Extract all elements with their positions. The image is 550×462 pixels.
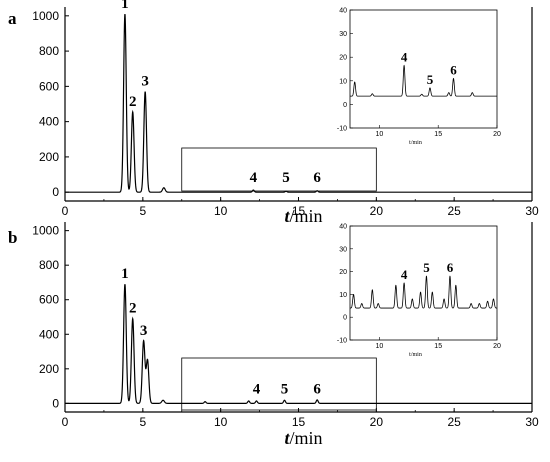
inset-chromatogram-line (350, 275, 497, 309)
x-axis-label: t/min (284, 428, 322, 448)
x-tick-label: 20 (370, 415, 384, 429)
y-tick-label: 400 (39, 115, 59, 129)
x-tick-label: 0 (62, 204, 69, 218)
inset-y-tick-label: 20 (339, 269, 347, 276)
x-tick-label: 25 (447, 204, 461, 218)
y-tick-label: 1000 (32, 9, 59, 23)
x-tick-label: 30 (525, 415, 539, 429)
inset-x-tick-label: 20 (493, 131, 501, 138)
inset-peak-label: 5 (423, 260, 430, 275)
y-tick-label: 600 (39, 293, 59, 307)
x-tick-label: 5 (139, 415, 146, 429)
inset-peak-label: 6 (450, 62, 457, 77)
peak-label: 1 (121, 266, 129, 282)
x-axis-label-unit: /min (290, 428, 323, 448)
x-tick-label: 15 (292, 415, 306, 429)
x-tick-label: 5 (139, 204, 146, 218)
inset-x-axis-label: t/min (409, 352, 422, 358)
peak-label: 4 (253, 381, 261, 397)
inset-y-tick-label: 30 (339, 246, 347, 253)
y-tick-label: 600 (39, 79, 59, 93)
x-tick-label: 0 (62, 415, 69, 429)
peak-label: 5 (281, 381, 289, 397)
inset-peak-label: 4 (401, 49, 408, 64)
y-tick-label: 1000 (32, 224, 59, 238)
panel-letter: a (8, 9, 17, 28)
inset-a: -10 0 10 20 30 40 10 15 20 t/min 4 5 6 (337, 8, 501, 147)
x-tick-label: 30 (525, 204, 539, 218)
peak-label: 2 (129, 301, 137, 317)
inset-y-tick-label: -10 (337, 338, 347, 345)
panel-letter: b (8, 228, 17, 247)
x-axis-label-unit: /min (290, 206, 323, 226)
peak-label: 6 (313, 170, 321, 186)
inset-b: -10 0 10 20 30 40 10 15 20 t/min 4 5 6 (337, 224, 501, 359)
y-tick-label: 800 (39, 44, 59, 58)
inset-frame (349, 225, 498, 341)
inset-y-tick-label: 40 (339, 8, 347, 15)
y-tick-label: 800 (39, 258, 59, 272)
inset-peak-label: 5 (427, 72, 434, 87)
x-tick-label: 20 (370, 204, 384, 218)
peak-label: 4 (250, 170, 258, 186)
inset-y-tick-label: 0 (343, 102, 347, 109)
inset-y-tick-label: 30 (339, 31, 347, 38)
y-tick-label: 400 (39, 327, 59, 341)
inset-y-tick-label: 10 (339, 78, 347, 85)
peak-label: 2 (129, 94, 137, 110)
chromatogram-line (65, 13, 532, 193)
inset-frame (349, 9, 498, 129)
inset-x-tick-label: 15 (434, 343, 442, 350)
inset-peak-label: 6 (447, 260, 454, 275)
x-tick-label: 10 (214, 204, 228, 218)
inset-chromatogram-line (350, 64, 497, 97)
y-tick-label: 200 (39, 150, 59, 164)
x-tick-label: 10 (214, 415, 228, 429)
inset-y-tick-label: 0 (343, 315, 347, 322)
inset-x-tick-label: 20 (493, 343, 501, 350)
inset-x-tick-label: 10 (376, 343, 384, 350)
chromatogram-line (65, 284, 532, 404)
x-axis-label-variable: t (284, 206, 290, 226)
inset-y-tick-label: 20 (339, 55, 347, 62)
y-tick-label: 0 (52, 396, 59, 410)
x-axis-label-variable: t (284, 428, 290, 448)
x-tick-label: 25 (447, 415, 461, 429)
inset-x-tick-label: 10 (376, 131, 384, 138)
inset-y-tick-label: 40 (339, 224, 347, 231)
inset-y-tick-label: -10 (337, 126, 347, 133)
peak-label: 6 (313, 381, 321, 397)
zoom-box (181, 147, 377, 192)
zoom-box (181, 357, 377, 411)
peak-label: 3 (140, 323, 148, 339)
x-tick-label: 15 (292, 204, 306, 218)
y-tick-label: 0 (52, 185, 59, 199)
inset-x-tick-label: 15 (434, 131, 442, 138)
peak-label: 5 (282, 170, 290, 186)
peak-label: 3 (141, 74, 149, 90)
peak-label: 1 (121, 0, 129, 12)
inset-peak-label: 4 (401, 267, 408, 282)
x-axis-label: t/min (284, 206, 322, 226)
inset-x-axis-label: t/min (409, 140, 422, 146)
y-tick-label: 200 (39, 362, 59, 376)
inset-y-tick-label: 10 (339, 292, 347, 299)
